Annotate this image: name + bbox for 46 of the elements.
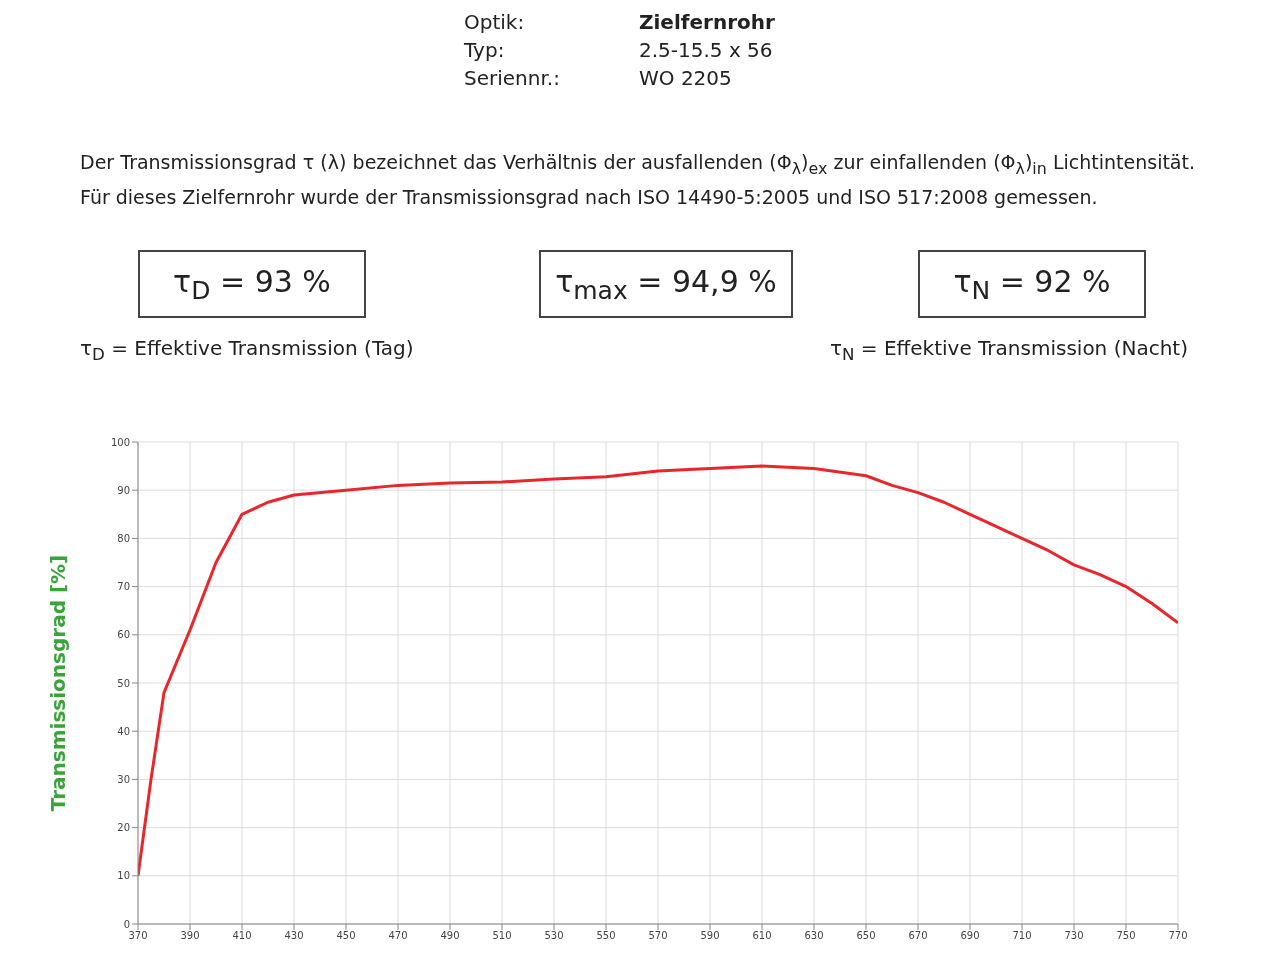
- text: τ$_{D}$ = 93 %: [173, 263, 331, 305]
- y-tick-label: 100: [110, 436, 130, 448]
- x-tick-label: 650: [856, 930, 876, 942]
- x-tick-label: 530: [544, 930, 564, 942]
- x-tick-label: 590: [700, 930, 720, 942]
- text: τ$_{N}$ = Effektive Transmission (Nacht): [829, 336, 1188, 364]
- x-tick-label: 410: [232, 930, 252, 942]
- text: Zielfernrohr: [639, 10, 775, 34]
- y-tick-label: 90: [117, 484, 130, 496]
- y-tick-label: 10: [117, 870, 130, 882]
- x-tick-label: 490: [440, 930, 460, 942]
- text: τ$_{N}$ = 92 %: [953, 263, 1111, 305]
- x-tick-label: 570: [648, 930, 668, 942]
- text: Typ:: [464, 38, 505, 62]
- x-tick-label: 510: [492, 930, 512, 942]
- text: τ$_{D}$ = Effektive Transmission (Tag): [80, 336, 414, 364]
- text: 2.5-15.5 x 56: [639, 38, 773, 62]
- y-tick-label: 80: [117, 532, 130, 544]
- y-tick-label: 50: [117, 677, 130, 689]
- x-tick-label: 550: [596, 930, 616, 942]
- x-tick-label: 390: [180, 930, 200, 942]
- x-tick-label: 370: [128, 930, 148, 942]
- y-tick-label: 70: [117, 581, 130, 593]
- y-tick-label: 20: [117, 822, 130, 834]
- x-tick-label: 730: [1064, 930, 1084, 942]
- text: Seriennr.:: [464, 66, 560, 90]
- x-tick-label: 750: [1116, 930, 1136, 942]
- x-tick-label: 710: [1012, 930, 1032, 942]
- x-tick-label: 770: [1168, 930, 1188, 942]
- text: WO 2205: [639, 66, 732, 90]
- text: τ$_{max}$ = 94,9 %: [555, 263, 777, 305]
- x-tick-label: 470: [388, 930, 408, 942]
- y-tick-label: 0: [123, 918, 130, 930]
- y-axis-title: Transmissionsgrad [%]: [46, 554, 71, 812]
- x-tick-label: 670: [908, 930, 928, 942]
- y-tick-label: 40: [117, 725, 130, 737]
- x-tick-label: 690: [960, 930, 980, 942]
- y-tick-label: 30: [117, 773, 130, 785]
- x-tick-label: 450: [336, 930, 356, 942]
- x-tick-label: 610: [752, 930, 772, 942]
- text: Optik:: [464, 10, 525, 34]
- line-series: [138, 464, 1178, 878]
- x-tick-label: 630: [804, 930, 824, 942]
- y-tick-label: 60: [117, 629, 130, 641]
- text: Der Transmissionsgrad τ (λ) bezeichnet das Verhältnis der ausfallenden (Φ$_{λ}$)$_{ex}$ zur einfallenden (Φ$_{λ}$)$_{in}$ Lichtintensität. Für dieses Zielfernrohr wurde der Transmissionsgrad nach ISO 14490-5:2005 und ISO 517:2008 gemessen.: [80, 151, 1195, 208]
- x-tick-label: 430: [284, 930, 304, 942]
